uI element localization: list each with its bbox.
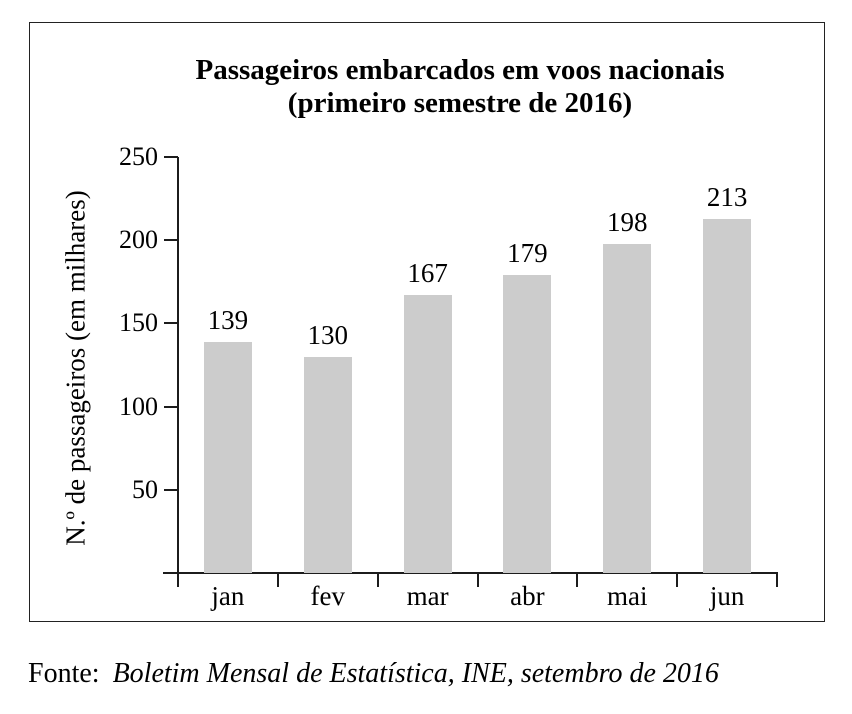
bar-value-label: 130 — [307, 319, 349, 350]
y-tick-mark — [164, 488, 178, 491]
source-prefix: Fonte: — [28, 658, 100, 689]
bar-value-label: 198 — [607, 206, 648, 237]
y-tick-label: 50 — [132, 474, 158, 504]
x-axis-label-abr: abr — [510, 581, 545, 611]
source-reference: Boletim Mensal de Estatística, INE, sete… — [112, 658, 719, 689]
y-tick-mark — [164, 322, 178, 325]
x-tick-mark — [676, 572, 679, 587]
y-tick-label: 150 — [119, 308, 158, 338]
x-axis-line — [163, 572, 778, 574]
bar-mar — [403, 295, 452, 573]
bar-abr — [503, 275, 552, 573]
x-tick-mark — [576, 572, 579, 587]
x-tick-mark — [776, 572, 778, 587]
bar-jun — [703, 218, 752, 573]
bar-fev — [303, 356, 352, 573]
x-axis-label-jun: jun — [709, 581, 745, 611]
bar-value-label: 139 — [207, 304, 249, 335]
x-tick-mark — [177, 572, 179, 587]
chart-title-line2: (primeiro semestre de 2016) — [287, 87, 633, 119]
y-axis-line — [177, 157, 179, 574]
x-tick-mark — [276, 572, 279, 587]
source-caption: Fonte: Boletim Mensal de Estatística, INE… — [28, 656, 719, 692]
y-tick-mark — [164, 239, 178, 242]
x-tick-mark — [376, 572, 379, 587]
bar-value-label: 167 — [407, 258, 448, 289]
bar-value-label: 179 — [507, 238, 548, 269]
chart-title: Passageiros embarcados em voos nacionais… — [110, 54, 810, 120]
x-axis-label-jan: jan — [211, 581, 245, 611]
x-axis-label-mai: mai — [607, 581, 648, 611]
y-tick-mark — [164, 156, 178, 158]
y-tick-mark — [164, 405, 178, 408]
bar-jan — [203, 341, 252, 573]
bar-value-label: 213 — [706, 181, 748, 212]
y-tick-label: 200 — [119, 225, 158, 255]
y-tick-label: 250 — [119, 142, 158, 171]
x-axis-label-fev: fev — [310, 581, 345, 611]
y-tick-label: 100 — [119, 391, 158, 421]
x-axis-label-mar: mar — [406, 581, 449, 611]
bar-mai — [603, 243, 652, 573]
chart-title-line1: Passageiros embarcados em voos nacionais — [195, 54, 725, 86]
x-tick-mark — [476, 572, 479, 587]
